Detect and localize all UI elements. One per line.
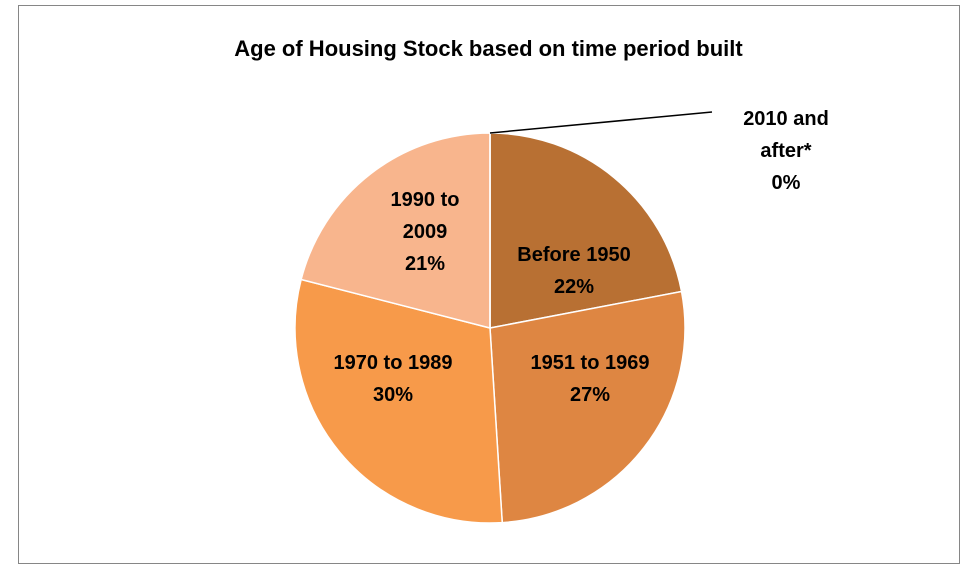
value-label: 21% xyxy=(404,253,446,275)
category-label: 1951 to 1969 xyxy=(530,352,650,374)
value-label: 22% xyxy=(553,276,595,298)
pie-slice xyxy=(489,132,683,329)
category-label: 2010 and after* xyxy=(743,108,829,162)
pie-slice xyxy=(294,278,504,524)
leader-line xyxy=(489,111,713,134)
chart-title: Age of Housing Stock based on time perio… xyxy=(234,36,743,61)
value-label: 27% xyxy=(569,384,611,406)
slice-label: Before 1950 22% xyxy=(474,239,674,303)
slice-label: 1951 to 1969 27% xyxy=(490,347,690,411)
slice-label: 2010 and after* 0% xyxy=(731,103,841,199)
value-label: 30% xyxy=(372,384,414,406)
category-label: Before 1950 xyxy=(517,244,631,266)
chart-frame xyxy=(18,5,960,564)
slice-label: 1990 to 2009 21% xyxy=(380,184,470,280)
slice-label: 1970 to 1989 30% xyxy=(293,347,493,411)
pie-slice xyxy=(300,132,491,329)
pie-slice xyxy=(489,290,686,524)
category-label: 1970 to 1989 xyxy=(333,352,453,374)
category-label: 1990 to 2009 xyxy=(390,189,460,243)
value-label: 0% xyxy=(771,172,801,194)
